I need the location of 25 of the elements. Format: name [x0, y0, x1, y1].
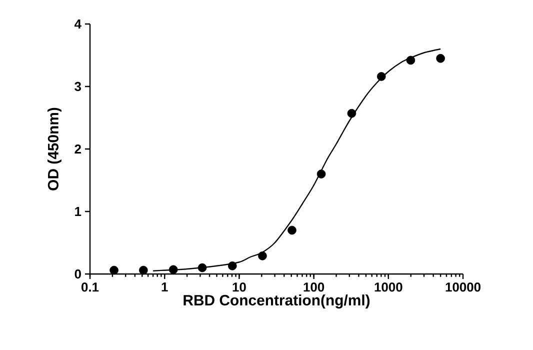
y-axis-title: OD (450nm): [48, 108, 62, 190]
point: [376, 72, 386, 81]
y-tick-label: 0: [74, 269, 81, 279]
x-axis-title: RBD Concentration(ng/ml): [184, 294, 370, 309]
point: [406, 56, 416, 65]
point: [436, 54, 445, 63]
point: [347, 108, 356, 118]
x-tick-label: 10: [232, 282, 246, 292]
point: [228, 261, 237, 270]
y-tick-label: 1: [75, 207, 82, 216]
point: [198, 263, 207, 272]
point: [139, 266, 148, 275]
x-tick-label: 1: [162, 282, 168, 292]
y-tick-label: 2: [74, 144, 81, 154]
point: [288, 226, 296, 235]
x-tick-label: 100: [304, 282, 324, 292]
y-tick-label: 4: [74, 20, 82, 28]
point: [168, 265, 178, 274]
x-tick-label: 1000: [374, 282, 402, 292]
x-tick-label: 0.1: [82, 282, 99, 292]
point: [258, 251, 267, 260]
point: [110, 266, 118, 275]
point: [316, 170, 326, 178]
y-tick-label: 3: [74, 82, 82, 92]
x-tick-label: 10000: [446, 282, 480, 292]
